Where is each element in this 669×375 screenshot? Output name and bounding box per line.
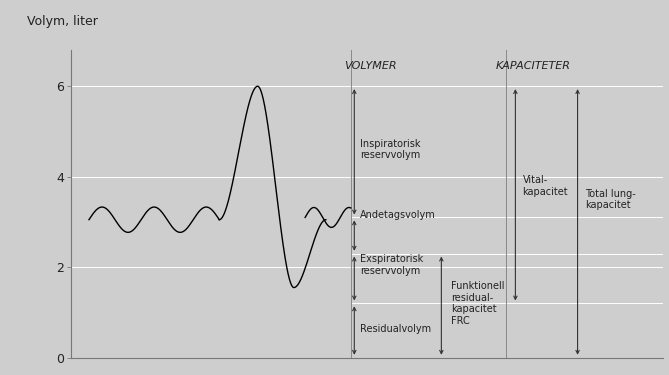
Text: Funktionell
residual-
kapacitet
FRC: Funktionell residual- kapacitet FRC [452,281,505,326]
Text: VOLYMER: VOLYMER [344,61,397,71]
Text: Inspiratorisk
reservvolym: Inspiratorisk reservvolym [360,139,421,160]
Text: KAPACITETER: KAPACITETER [496,61,571,71]
Text: Andetagsvolym: Andetagsvolym [360,210,436,220]
Text: Residualvolym: Residualvolym [360,324,432,334]
Text: Exspiratorisk
reservvolym: Exspiratorisk reservvolym [360,254,423,276]
Text: Vital-
kapacitet: Vital- kapacitet [522,175,568,196]
Text: Total lung-
kapacitet: Total lung- kapacitet [585,189,636,210]
Text: Volym, liter: Volym, liter [27,15,98,28]
